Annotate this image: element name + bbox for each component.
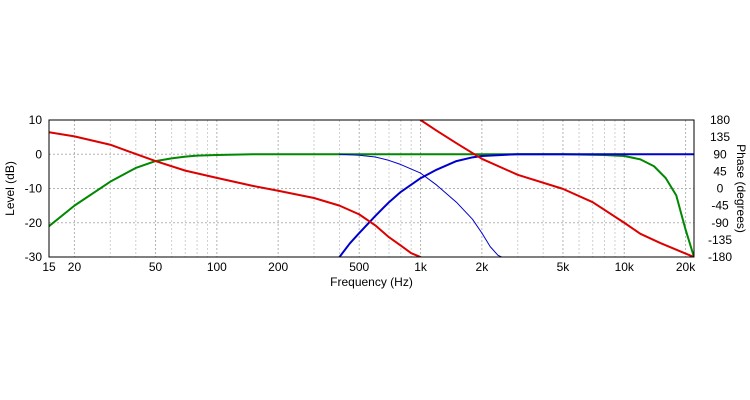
- y2-tick-label: 0: [717, 182, 724, 196]
- x-tick-label: 15: [42, 260, 56, 274]
- y2-tick-label: 90: [713, 147, 727, 161]
- x-tick-label: 20k: [676, 260, 696, 274]
- series-line-2: [338, 153, 694, 257]
- y-tick-label: 0: [35, 147, 42, 161]
- x-tick-label: 5k: [557, 260, 571, 274]
- x-tick-label: 500: [349, 260, 369, 274]
- y-tick-label: -20: [25, 216, 43, 230]
- x-tick-label: 10k: [615, 260, 635, 274]
- y-tick-label: 10: [29, 113, 43, 127]
- x-axis-ticks: 15 20 50 100 200 500 1k 2k 5k 10k 20k: [42, 260, 696, 274]
- grid: [49, 120, 694, 257]
- x-axis-title: Frequency (Hz): [330, 275, 413, 289]
- y-tick-label: -30: [25, 250, 43, 264]
- y2-tick-label: 180: [710, 113, 730, 127]
- series-layer: [49, 120, 694, 257]
- y-tick-label: -10: [25, 182, 43, 196]
- series-line-5: [419, 120, 694, 257]
- y2-axis-ticks: 180 135 90 45 0 -45 -90 -135 -180: [708, 113, 732, 264]
- y-axis-title: Level (dB): [3, 161, 17, 216]
- x-tick-label: 200: [268, 260, 288, 274]
- x-tick-label: 2k: [476, 260, 490, 274]
- series-line-4: [49, 131, 422, 257]
- x-tick-label: 50: [149, 260, 163, 274]
- y2-tick-label: 135: [710, 130, 730, 144]
- y2-tick-label: 45: [713, 164, 727, 178]
- y2-tick-label: -135: [708, 233, 732, 247]
- x-tick-label: 20: [68, 260, 82, 274]
- x-tick-label: 100: [207, 260, 227, 274]
- y2-tick-label: -180: [708, 250, 732, 264]
- y2-tick-label: -45: [711, 199, 729, 213]
- x-tick-label: 1k: [414, 260, 428, 274]
- series-line-1: [49, 153, 694, 257]
- series-line-3: [338, 153, 503, 257]
- y2-axis-title: Phase (degrees): [734, 144, 748, 233]
- plot-frame: [48, 119, 695, 258]
- y2-tick-label: -90: [711, 216, 729, 230]
- y-axis-ticks: 10 0 -10 -20 -30: [25, 113, 43, 264]
